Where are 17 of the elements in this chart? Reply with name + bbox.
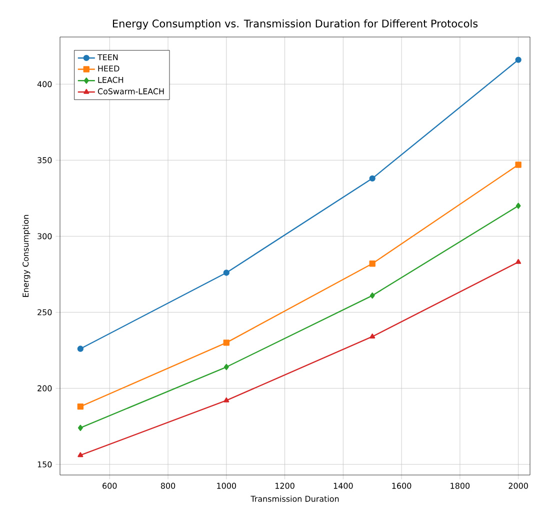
chart-title: Energy Consumption vs. Transmission Duration for Different Protocols [112, 19, 478, 30]
point [223, 270, 230, 276]
point [516, 258, 522, 264]
point [77, 403, 84, 410]
point [516, 202, 521, 209]
point [224, 364, 229, 370]
point [515, 56, 522, 63]
point [515, 162, 522, 168]
point [77, 346, 84, 352]
point [78, 424, 83, 431]
point [224, 397, 230, 402]
point [223, 340, 230, 346]
point [369, 260, 376, 267]
point [369, 175, 376, 182]
point [78, 452, 84, 458]
point [370, 292, 375, 299]
point [370, 334, 376, 338]
